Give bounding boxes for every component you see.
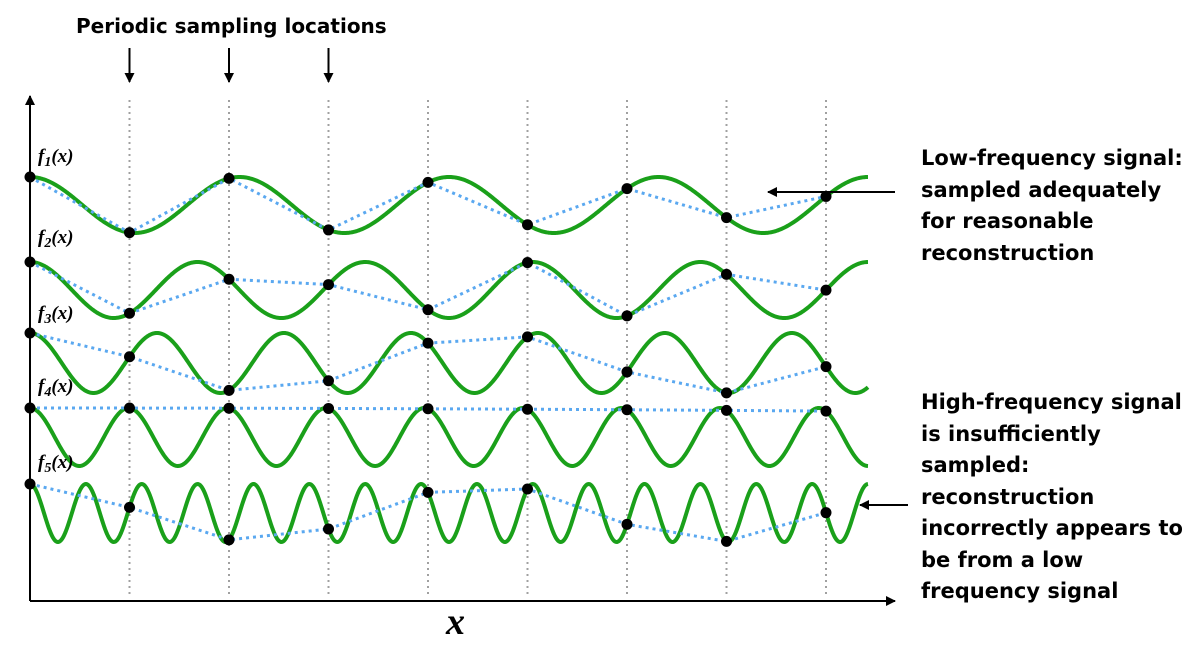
callout-line: reconstruction xyxy=(921,484,1095,509)
sample-point xyxy=(820,361,832,373)
callout-line: High-frequency signal xyxy=(921,390,1182,414)
signal-label-1: f1(x) xyxy=(38,146,73,170)
signal-label-5: f5(x) xyxy=(38,452,73,476)
sample-point xyxy=(223,172,235,184)
sample-point xyxy=(422,176,434,188)
sample-point xyxy=(820,507,832,519)
callout-line: sampled adequately xyxy=(921,177,1162,202)
sample-point xyxy=(721,268,732,280)
reconstruction-line xyxy=(29,260,827,318)
sample-point xyxy=(621,518,633,530)
sample-point xyxy=(721,535,732,547)
signal-curve xyxy=(29,406,869,468)
low-frequency-callout: Low-frequency signal: sampled adequately f… xyxy=(921,143,1183,269)
sample-point xyxy=(323,224,334,236)
sample-point xyxy=(323,523,334,535)
x-axis-label: x xyxy=(445,601,465,643)
sample-point xyxy=(522,219,533,231)
sample-point xyxy=(323,402,334,414)
signal-curve xyxy=(29,260,869,320)
sample-point xyxy=(621,310,633,322)
signal-label-4: f4(x) xyxy=(38,376,73,400)
signal-1 xyxy=(24,171,869,239)
sample-point xyxy=(124,501,135,513)
sample-point xyxy=(124,307,135,319)
sample-point xyxy=(721,404,732,416)
sample-point xyxy=(422,403,434,415)
sample-point xyxy=(223,273,235,285)
sample-point xyxy=(24,171,36,183)
signal-5 xyxy=(24,478,869,547)
callout-line: sampled: xyxy=(921,453,1030,477)
high-frequency-callout: High-frequency signal is insufficiently sa… xyxy=(921,387,1183,608)
signal-2 xyxy=(24,256,869,322)
callout-arrows xyxy=(767,187,908,510)
sample-point xyxy=(24,327,36,339)
signal-label-3: f3(x) xyxy=(38,303,73,327)
sample-point xyxy=(124,351,135,363)
sample-point xyxy=(223,534,235,546)
callout-line: is insufficiently xyxy=(921,421,1101,446)
sample-point xyxy=(721,387,732,399)
sampling-locations-title: Periodic sampling locations xyxy=(76,14,387,38)
callout-line: incorrectly appears to xyxy=(921,516,1183,540)
sample-point xyxy=(223,402,235,414)
sample-point xyxy=(522,257,533,269)
signal-label-2: f2(x) xyxy=(38,227,73,251)
sample-point xyxy=(124,227,135,239)
signal-curve xyxy=(29,482,869,544)
sample-point xyxy=(522,483,533,495)
sample-point xyxy=(621,183,633,195)
sampling-gridlines xyxy=(128,100,827,598)
sample-point xyxy=(621,366,633,378)
sample-point xyxy=(24,402,36,414)
sample-point xyxy=(621,404,633,416)
sampling-arrows xyxy=(124,48,334,83)
callout-line: Low-frequency signal: xyxy=(921,146,1183,170)
sample-point xyxy=(422,304,434,316)
sample-point xyxy=(422,337,434,349)
sample-point xyxy=(820,190,832,202)
callout-line: reconstruction xyxy=(921,240,1095,265)
signals xyxy=(24,171,870,547)
sample-point xyxy=(223,384,235,396)
callout-line: for reasonable xyxy=(921,209,1094,233)
sample-point xyxy=(522,403,533,415)
callout-line: frequency signal xyxy=(921,579,1119,603)
sample-point xyxy=(24,478,36,490)
signal-labels: f1(x) f2(x) f3(x) f4(x) f5(x) xyxy=(38,146,73,476)
sample-point xyxy=(422,486,434,498)
sample-point xyxy=(820,284,832,296)
sample-point xyxy=(124,402,135,414)
sample-point xyxy=(721,212,732,224)
sample-point xyxy=(522,331,533,343)
signal-4 xyxy=(24,402,869,468)
sample-point xyxy=(24,256,36,268)
signal-3 xyxy=(24,327,870,399)
callout-line: be from a low xyxy=(921,547,1084,572)
sample-point xyxy=(323,375,334,387)
sample-point xyxy=(323,279,334,291)
signal-curve xyxy=(29,175,869,235)
sample-point xyxy=(820,405,832,417)
